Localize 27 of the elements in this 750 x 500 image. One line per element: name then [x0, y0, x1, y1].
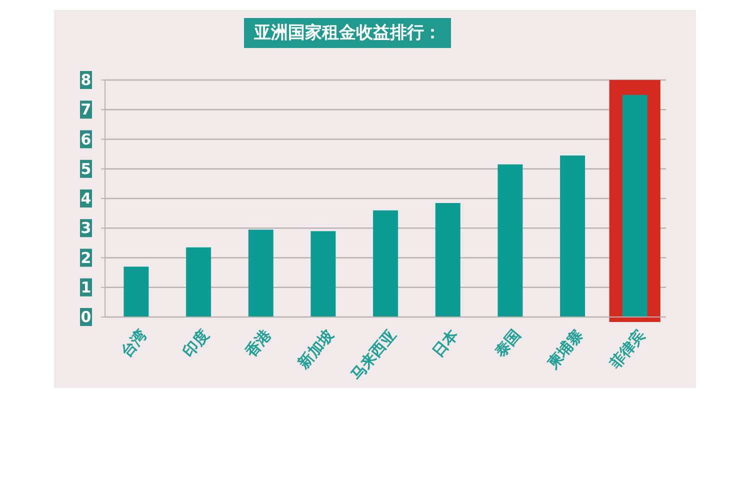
bar	[435, 202, 460, 317]
y-tick-label: 6	[80, 130, 92, 148]
x-tick-label: 马来西亚	[347, 326, 400, 384]
chart-title: 亚洲国家租金收益排行：	[244, 18, 451, 48]
bar	[373, 210, 398, 317]
x-tick-label: 台湾	[117, 326, 150, 361]
y-tick-label: 3	[80, 219, 92, 238]
x-tick-label: 香港	[241, 325, 276, 362]
x-tick-label: 菲律宾	[606, 326, 649, 373]
y-tick-label: 7	[80, 100, 92, 119]
y-tick-label: 2	[80, 248, 92, 267]
x-tick-label: 泰国	[490, 326, 524, 362]
x-tick-label: 日本	[428, 325, 463, 361]
x-tick-label: 印度	[179, 326, 213, 361]
y-tick-label: 1	[80, 278, 92, 296]
y-tick-label: 4	[80, 190, 92, 208]
bar	[124, 266, 149, 317]
y-tick-label: 0	[80, 308, 92, 326]
bar	[560, 156, 586, 317]
bar	[248, 230, 274, 317]
bar	[498, 164, 523, 317]
bar	[186, 247, 212, 317]
y-tick-label: 8	[80, 71, 92, 89]
bar	[310, 231, 336, 317]
x-tick-label: 新加坡	[294, 325, 338, 373]
y-tick-label: 5	[80, 160, 92, 178]
x-tick-label: 柬埔寨	[543, 326, 587, 373]
